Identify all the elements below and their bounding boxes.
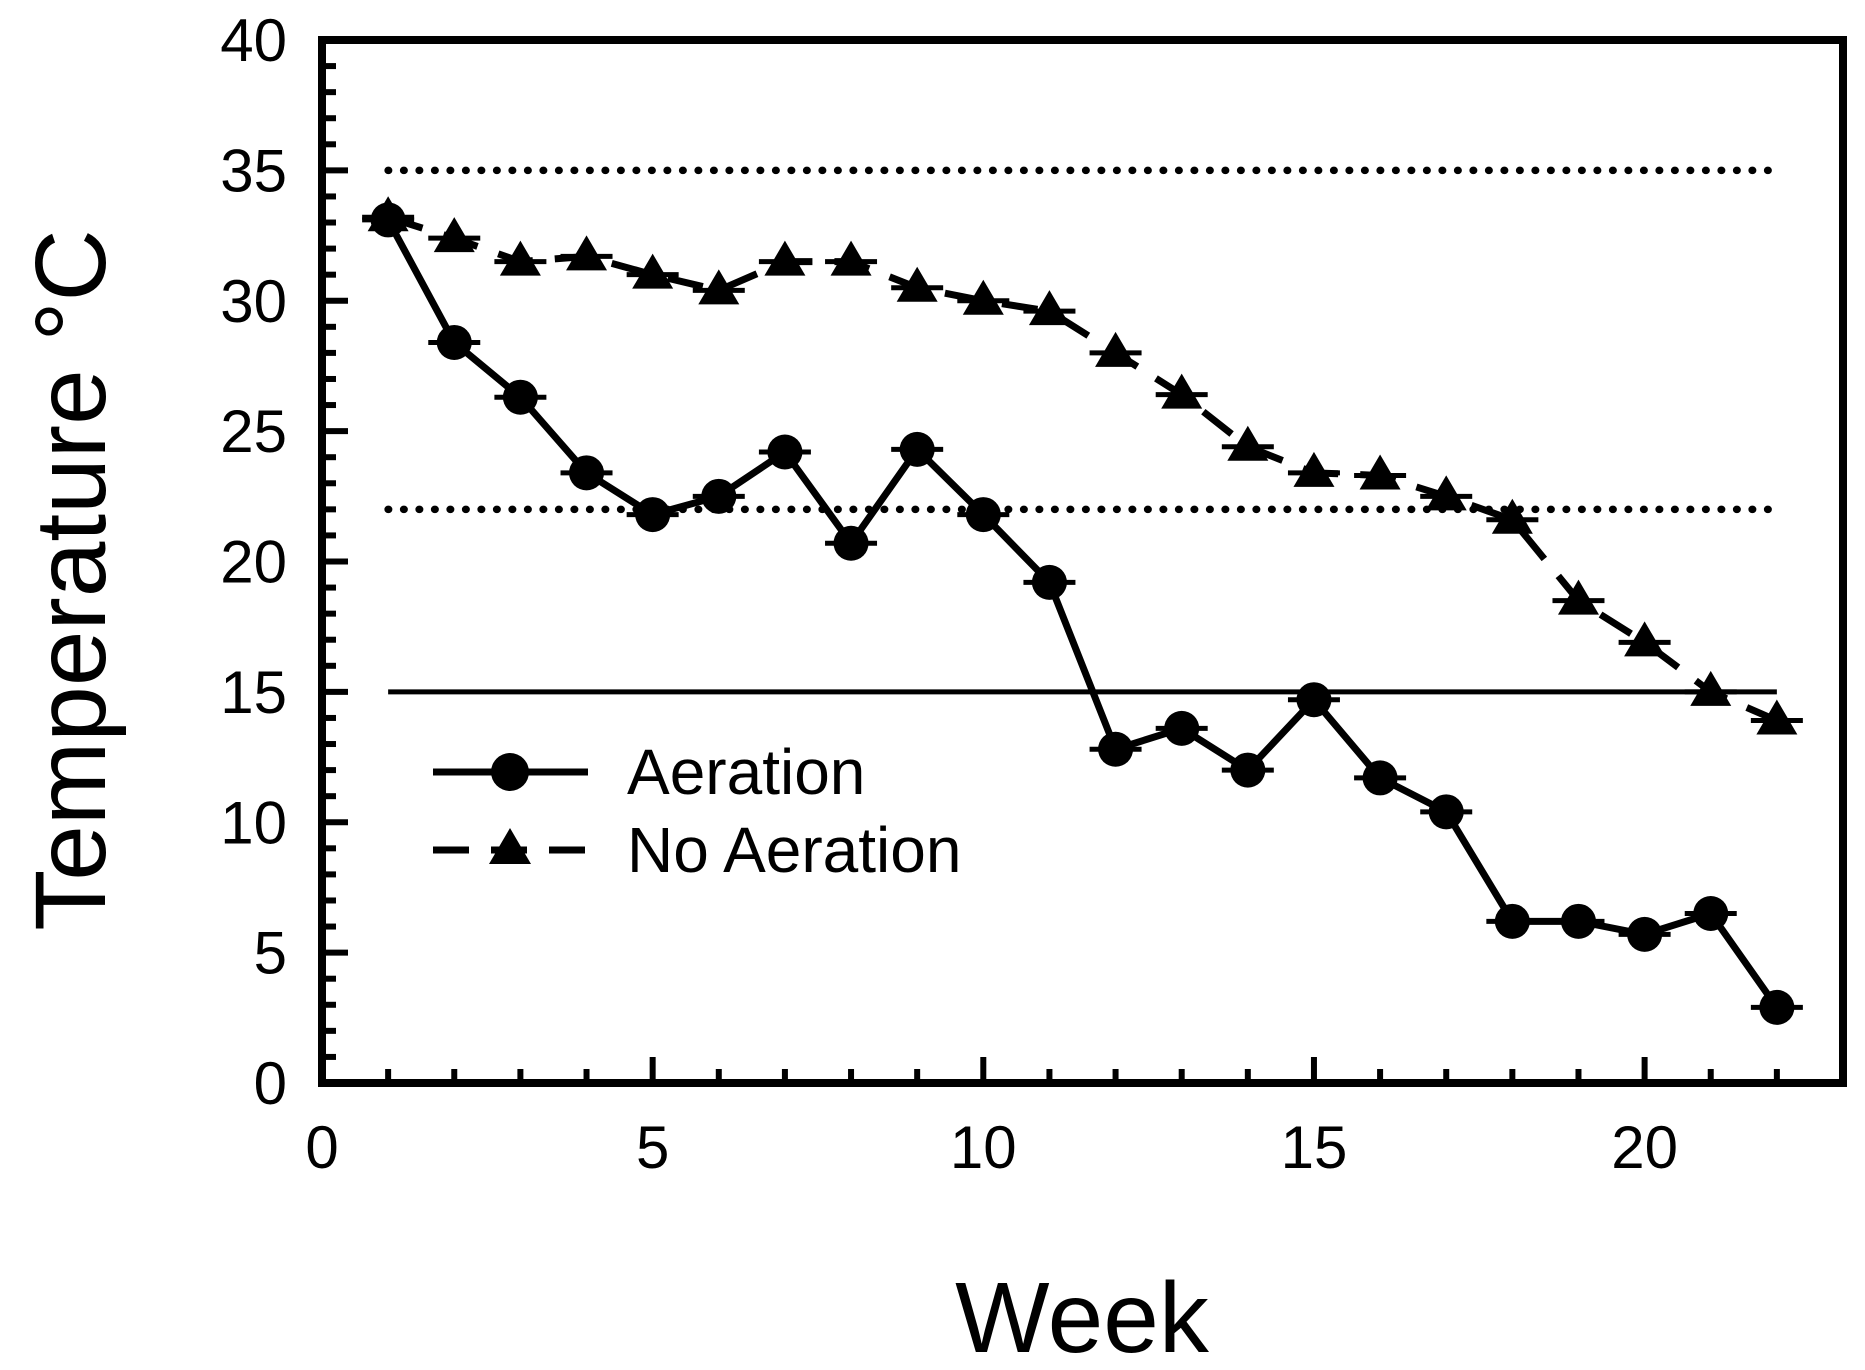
data-point-no-aeration [896,266,938,302]
data-point-aeration [502,379,538,415]
y-tick-label: 20 [220,529,287,596]
data-point-no-aeration [764,240,806,276]
data-point-aeration [1098,731,1134,767]
y-tick-label: 5 [254,920,287,987]
data-point-no-aeration [367,196,409,232]
data-point-aeration [1560,903,1596,939]
data-point-no-aeration [1491,498,1533,534]
data-point-no-aeration [1161,373,1203,409]
legend-label-no-aeration: No Aeration [627,814,961,886]
legend-triangle-marker-icon [489,828,531,864]
data-point-no-aeration [1028,290,1070,326]
data-point-no-aeration [632,253,674,289]
data-point-aeration [899,431,935,467]
data-point-no-aeration [698,269,740,305]
legend-item-aeration: Aeration [433,736,865,808]
y-tick-label: 15 [220,659,287,726]
data-point-aeration [767,434,803,470]
series-line-no-aeration [387,213,1779,724]
y-tick-label: 0 [254,1050,287,1117]
x-tick-label: 20 [1611,1114,1678,1181]
data-point-no-aeration [433,217,475,253]
x-tick-label: 10 [950,1114,1017,1181]
x-axis-label: Week [955,1262,1210,1370]
data-point-no-aeration [566,235,608,271]
y-axis-label: Temperature °C [15,229,127,930]
data-point-aeration [701,478,737,514]
data-point-aeration [1494,903,1530,939]
x-tick-label: 15 [1281,1114,1348,1181]
y-tick-label: 30 [220,268,287,335]
data-point-aeration [1693,896,1729,932]
data-point-no-aeration [1425,475,1467,511]
y-tick-label: 35 [220,137,287,204]
data-point-aeration [1759,989,1795,1025]
legend-circle-marker-icon [491,753,529,791]
data-point-aeration [1031,564,1067,600]
data-point-aeration [1627,916,1663,952]
plot-border [318,36,1847,1087]
data-series [362,196,1803,1025]
axis-ticks [319,37,1780,1086]
data-point-aeration [569,455,605,491]
data-point-no-aeration [1690,670,1732,706]
data-point-aeration [1362,760,1398,796]
data-point-aeration [436,324,472,360]
x-tick-label: 5 [636,1114,669,1181]
series-line-aeration [385,218,1780,1010]
y-tick-label: 10 [220,789,287,856]
x-tick-label: 0 [305,1114,338,1181]
data-point-no-aeration [1756,699,1798,735]
data-point-no-aeration [1293,451,1335,487]
data-point-no-aeration [830,240,872,276]
data-point-aeration [965,497,1001,533]
data-point-aeration [635,497,671,533]
data-point-aeration [833,525,869,561]
legend: Aeration No Aeration [433,736,961,886]
data-point-no-aeration [1557,579,1599,615]
data-point-no-aeration [1624,621,1666,657]
reference-lines [384,166,1781,695]
axis-tick-labels: 0 5 10 15 20 0 5 10 15 20 25 30 35 40 [220,7,1678,1181]
data-point-no-aeration [1095,331,1137,367]
data-point-aeration [1164,710,1200,746]
data-point-no-aeration [499,240,541,276]
data-point-no-aeration [1359,454,1401,490]
data-point-aeration [1296,682,1332,718]
y-tick-label: 40 [220,7,287,74]
data-point-no-aeration [1227,425,1269,461]
legend-label-aeration: Aeration [627,736,865,808]
data-point-aeration [1428,794,1464,830]
data-point-aeration [1230,752,1266,788]
legend-item-no-aeration: No Aeration [433,814,961,886]
y-tick-label: 25 [220,398,287,465]
data-point-no-aeration [962,279,1004,315]
